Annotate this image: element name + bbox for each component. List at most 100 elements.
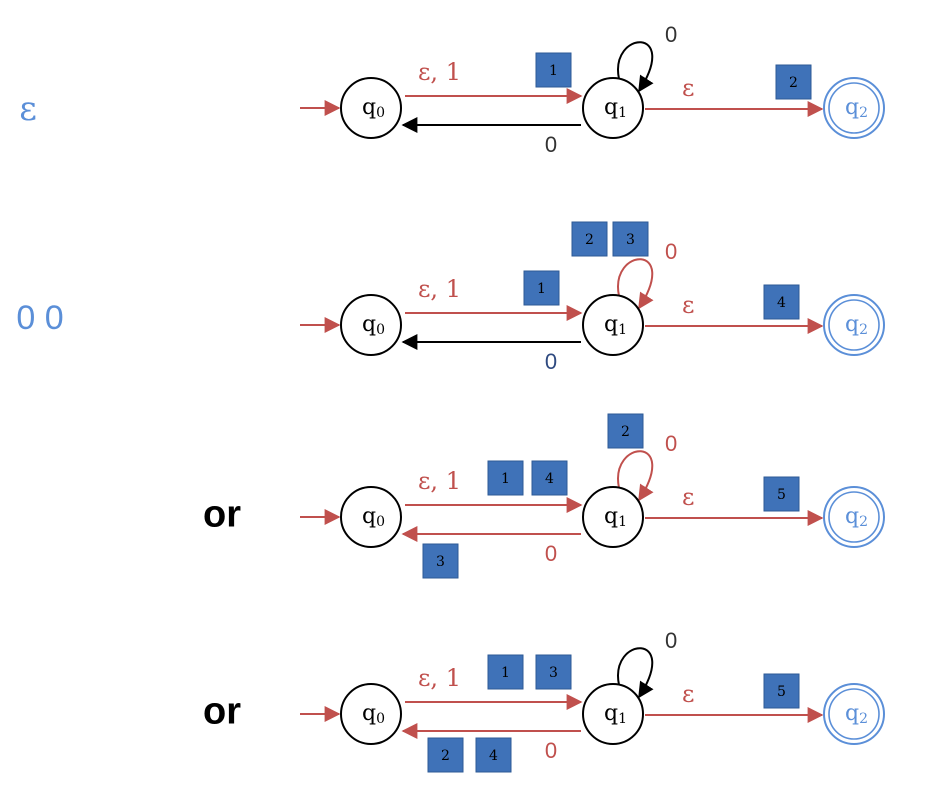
state-q2-inner-ring [828,82,880,134]
state-q0-circle [340,683,402,745]
step-box: 4 [475,737,512,773]
step-box-rect [523,270,560,306]
row-3: or ε, 1 0 0 ε q0 q1 q2 2 1 4 5 3 [203,413,885,579]
step-box-number: 4 [489,748,498,764]
state-q1-circle [582,683,644,745]
step-box-rect [427,737,464,773]
row-input-label: ε [19,89,37,129]
state-q0-label: q0 [362,504,385,530]
state-q1-label: q1 [604,701,627,727]
state-q2-inner-ring [828,688,880,740]
state-q0-label: q0 [362,701,385,727]
step-box-number: 1 [501,665,510,681]
edge-q1-q0-label: 0 [545,349,557,374]
state-q1-circle [582,486,644,548]
edge-q1-q2-label: ε [682,680,694,708]
edge-q1-q2-label: ε [682,291,694,319]
step-box-number: 3 [626,232,635,248]
state-q1-circle [582,77,644,139]
row-2: 0 0 ε, 1 0 0 ε q0 q1 q2 2 3 1 4 [16,221,885,374]
step-box: 1 [487,654,524,690]
edge-q1-q2-label: ε [682,483,694,511]
row-1: ε ε, 1 0 0 ε q0 q1 q2 1 2 [19,22,885,157]
state-q2-label: q2 [845,504,868,530]
step-box-number: 2 [585,232,594,248]
state-q1-circle [582,294,644,356]
self-loop-q1 [617,258,654,310]
step-box-number: 5 [777,684,786,700]
step-box-number: 2 [621,424,630,440]
row-input-label: 0 0 [16,299,63,337]
step-box: 1 [523,270,560,306]
state-q0-circle [340,294,402,356]
step-box-rect [422,543,459,579]
edge-q1-q0-label: 0 [545,541,557,566]
step-box-number: 3 [549,665,558,681]
step-box: 4 [763,284,800,320]
state-q2-inner-ring [828,299,880,351]
step-box: 5 [763,476,800,512]
step-box-rect [612,221,649,257]
step-box-number: 4 [777,295,786,311]
state-q2-label: q2 [845,312,868,338]
step-box-rect [763,284,800,320]
edge-q0-q1-label: ε, 1 [418,58,461,86]
row-input-label: or [203,690,241,732]
self-loop-q1 [617,450,654,502]
step-box-number: 4 [545,471,554,487]
step-box: 2 [607,413,644,449]
step-box-rect [763,476,800,512]
step-box-rect [763,673,800,709]
edge-q1-q0-label: 0 [545,738,557,763]
state-q1-label: q1 [604,504,627,530]
step-box-number: 2 [441,748,450,764]
step-box: 3 [422,543,459,579]
self-loop-label: 0 [665,628,677,653]
state-q0-circle [340,77,402,139]
step-box-number: 3 [436,554,445,570]
step-box: 3 [535,654,572,690]
state-q2-inner-ring [828,491,880,543]
step-box: 1 [487,460,524,496]
step-box-rect [487,654,524,690]
state-q0-label: q0 [362,95,385,121]
state-q0-circle [340,486,402,548]
step-box-rect [487,460,524,496]
step-box-number: 5 [777,487,786,503]
state-q2-label: q2 [845,95,868,121]
edge-q1-q0-label: 0 [545,132,557,157]
step-box-number: 1 [501,471,510,487]
step-box: 1 [535,52,572,88]
step-box-number: 2 [789,75,798,91]
state-q1-label: q1 [604,312,627,338]
state-q2-label: q2 [845,701,868,727]
step-box: 4 [531,460,568,496]
self-loop-q1 [617,647,654,699]
state-q2-circle [823,294,885,356]
state-q0-label: q0 [362,312,385,338]
row-input-label: or [203,493,241,535]
self-loop-label: 0 [665,239,677,264]
step-box: 3 [612,221,649,257]
step-box-rect [475,737,512,773]
state-q2-circle [823,683,885,745]
state-q2-circle [823,486,885,548]
step-box-rect [531,460,568,496]
step-box: 2 [571,221,608,257]
step-box-number: 1 [549,63,558,79]
step-box: 2 [775,64,812,100]
step-box-rect [535,52,572,88]
self-loop-label: 0 [665,22,677,47]
self-loop-label: 0 [665,431,677,456]
step-box-rect [571,221,608,257]
self-loop-q1 [617,41,654,93]
step-box: 5 [763,673,800,709]
step-box-number: 1 [537,281,546,297]
row-4: or ε, 1 0 0 ε q0 q1 q2 1 3 5 2 4 [203,628,885,773]
state-q1-label: q1 [604,95,627,121]
step-box: 2 [427,737,464,773]
edge-q1-q2-label: ε [682,74,694,102]
state-q2-circle [823,77,885,139]
edge-q0-q1-label: ε, 1 [418,275,461,303]
